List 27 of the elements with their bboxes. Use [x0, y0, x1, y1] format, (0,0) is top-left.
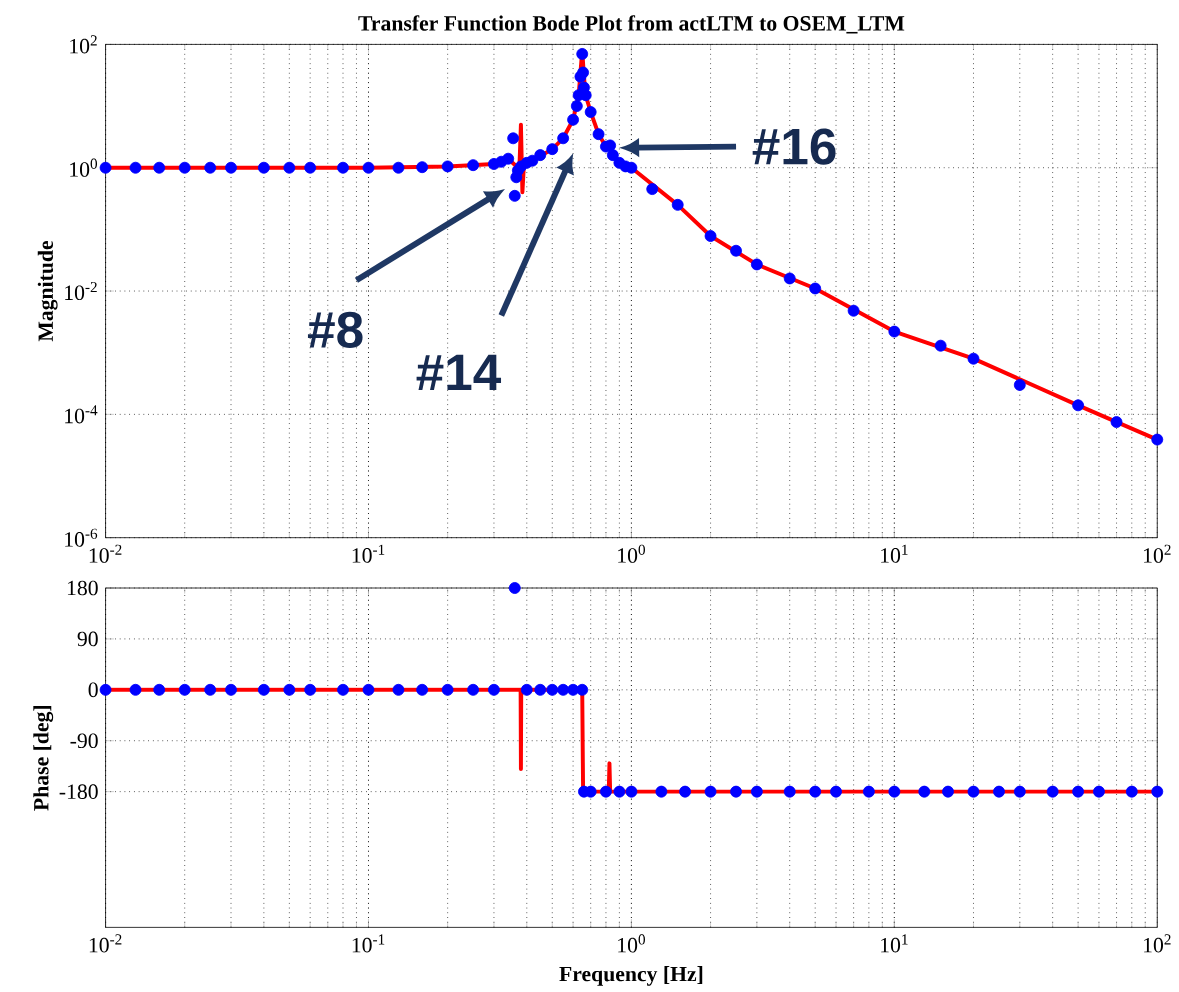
y-tick-label: 10$^{-6}$ [65, 528, 98, 547]
annotation: #14 [416, 354, 502, 390]
y-axis-title: Phase [deg] [33, 705, 54, 811]
x-tick-label: 10$^{1}$ [881, 544, 908, 563]
y-tick-label: 90 [77, 631, 98, 647]
annotation: #16 [752, 128, 836, 165]
x-tick-label: 10$^{0}$ [618, 544, 645, 563]
y-axis-title: Magnitude [37, 240, 58, 342]
x-tick-label: 10$^{-1}$ [352, 934, 385, 953]
y-tick-label: 180 [67, 580, 98, 596]
y-tick-label: 10$^{-2}$ [65, 281, 97, 300]
x-tick-label: 10$^{-1}$ [352, 544, 385, 563]
y-tick-label: -180 [59, 784, 98, 799]
x-tick-label: 10$^{2}$ [1144, 934, 1171, 953]
y-tick-label: 0 [88, 682, 98, 697]
x-tick-label: 10$^{2}$ [1144, 544, 1171, 563]
y-tick-label: 10$^{0}$ [70, 158, 98, 177]
y-tick-label: -90 [70, 733, 98, 748]
annotation: #8 [307, 311, 363, 348]
y-tick-label: 10$^{2}$ [70, 35, 97, 54]
chart-title: Transfer Function Bode Plot from actLTM to OSEM_LTM [358, 14, 905, 34]
x-tick-label: 10$^{-2}$ [89, 544, 122, 563]
x-axis-title: Frequency [Hz] [559, 965, 703, 986]
x-tick-label: 10$^{1}$ [881, 934, 908, 953]
x-tick-label: 10$^{-2}$ [89, 934, 122, 953]
x-tick-label: 10$^{0}$ [618, 934, 646, 953]
y-tick-label: 10$^{-4}$ [65, 405, 98, 424]
